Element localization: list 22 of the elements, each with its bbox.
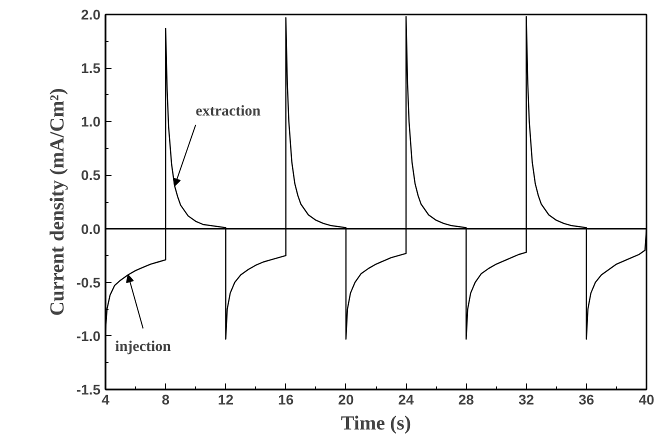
- x-axis-title: Time (s): [340, 412, 412, 434]
- y-tick-label: -1.5: [76, 382, 101, 398]
- y-axis-title: Current density (mA/Cm²): [46, 88, 68, 316]
- x-tick-label: 16: [278, 392, 294, 408]
- x-tick-label: 32: [518, 392, 534, 408]
- y-tick-label: 2.0: [81, 6, 101, 22]
- y-tick-label: 0.0: [81, 220, 101, 237]
- x-tick-label: 8: [162, 392, 170, 408]
- annotation: injection: [115, 339, 172, 356]
- x-tick-label: 24: [398, 392, 414, 408]
- y-tick-label: -1.0: [76, 328, 101, 344]
- x-tick-label: 12: [218, 392, 234, 408]
- x-tick-label: 20: [338, 392, 354, 408]
- y-tick-label: 1.0: [81, 114, 101, 130]
- annotation: extraction: [196, 104, 262, 120]
- x-tick-label: 28: [458, 392, 474, 408]
- x-tick-label: 36: [578, 392, 594, 408]
- x-tick-label: 40: [638, 392, 654, 408]
- y-tick-label: 0.5: [81, 167, 101, 184]
- y-tick-label: -0.5: [76, 274, 101, 290]
- y-tick-label: 1.5: [81, 60, 101, 76]
- x-tick-label: 4: [102, 392, 110, 408]
